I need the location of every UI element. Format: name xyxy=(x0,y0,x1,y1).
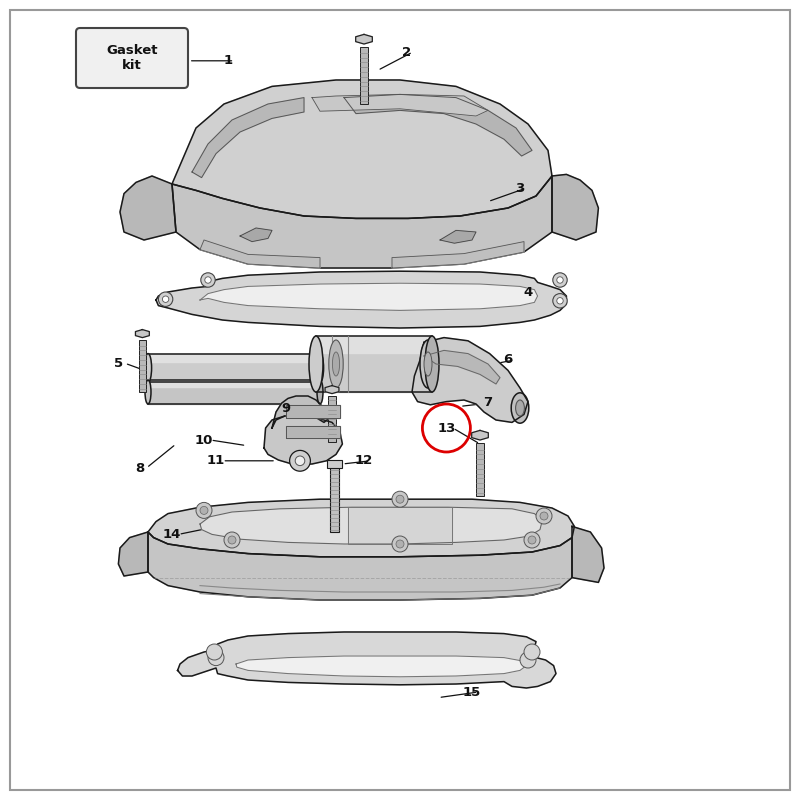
Ellipse shape xyxy=(511,393,529,423)
Ellipse shape xyxy=(329,340,343,388)
Bar xyxy=(330,464,339,532)
FancyBboxPatch shape xyxy=(76,28,188,88)
Text: 14: 14 xyxy=(163,528,181,541)
Polygon shape xyxy=(286,405,340,418)
Polygon shape xyxy=(200,240,320,268)
Circle shape xyxy=(536,508,552,524)
Circle shape xyxy=(208,650,224,666)
Text: 2: 2 xyxy=(402,46,411,58)
Text: 7: 7 xyxy=(483,396,493,409)
Circle shape xyxy=(205,277,211,283)
Ellipse shape xyxy=(317,380,323,404)
Polygon shape xyxy=(472,430,488,440)
Polygon shape xyxy=(264,416,342,464)
Circle shape xyxy=(396,540,404,548)
Polygon shape xyxy=(552,174,598,240)
Text: 4: 4 xyxy=(523,286,533,298)
Bar xyxy=(360,47,368,104)
Text: 11: 11 xyxy=(207,454,225,467)
Text: 12: 12 xyxy=(355,454,373,467)
Circle shape xyxy=(162,296,169,302)
Text: 10: 10 xyxy=(195,434,213,446)
Polygon shape xyxy=(412,338,528,422)
Circle shape xyxy=(396,495,404,503)
Circle shape xyxy=(553,273,567,287)
Circle shape xyxy=(520,652,536,668)
Ellipse shape xyxy=(145,354,152,382)
Polygon shape xyxy=(172,176,552,268)
Text: 8: 8 xyxy=(135,462,145,474)
Polygon shape xyxy=(200,507,542,544)
Polygon shape xyxy=(156,271,566,328)
Polygon shape xyxy=(192,98,304,178)
Ellipse shape xyxy=(309,336,323,392)
Polygon shape xyxy=(272,396,330,428)
Polygon shape xyxy=(348,507,452,544)
Circle shape xyxy=(524,532,540,548)
Circle shape xyxy=(158,292,173,306)
Bar xyxy=(328,396,336,442)
Polygon shape xyxy=(178,632,556,688)
Polygon shape xyxy=(392,242,524,268)
Ellipse shape xyxy=(424,352,432,376)
Polygon shape xyxy=(118,532,148,576)
Ellipse shape xyxy=(516,400,525,416)
Polygon shape xyxy=(440,230,476,243)
Circle shape xyxy=(200,506,208,514)
Circle shape xyxy=(557,298,563,304)
Polygon shape xyxy=(286,426,340,438)
Polygon shape xyxy=(200,283,538,310)
Circle shape xyxy=(392,491,408,507)
Polygon shape xyxy=(172,80,552,218)
Ellipse shape xyxy=(145,380,151,404)
Polygon shape xyxy=(356,34,372,44)
Circle shape xyxy=(224,532,240,548)
Polygon shape xyxy=(572,526,604,582)
Polygon shape xyxy=(312,94,488,116)
Polygon shape xyxy=(148,532,572,600)
Circle shape xyxy=(524,644,540,660)
Circle shape xyxy=(553,294,567,308)
Polygon shape xyxy=(424,350,500,384)
Text: 6: 6 xyxy=(503,354,513,366)
Circle shape xyxy=(201,273,215,287)
Polygon shape xyxy=(344,94,532,156)
Polygon shape xyxy=(135,330,150,338)
Polygon shape xyxy=(236,656,526,677)
Circle shape xyxy=(557,277,563,283)
Text: 5: 5 xyxy=(114,357,123,370)
Ellipse shape xyxy=(316,354,323,382)
Bar xyxy=(139,340,146,392)
Circle shape xyxy=(290,450,310,471)
Circle shape xyxy=(228,536,236,544)
Ellipse shape xyxy=(333,352,340,376)
Polygon shape xyxy=(240,228,272,242)
Text: Gasket
kit: Gasket kit xyxy=(106,44,158,72)
Circle shape xyxy=(540,512,548,520)
Polygon shape xyxy=(325,386,339,394)
Polygon shape xyxy=(148,499,574,557)
Circle shape xyxy=(392,536,408,552)
Circle shape xyxy=(196,502,212,518)
Circle shape xyxy=(206,644,222,660)
Bar xyxy=(327,460,342,468)
Text: 15: 15 xyxy=(463,686,481,698)
Text: 9: 9 xyxy=(282,402,291,414)
Bar xyxy=(476,443,484,496)
Text: 13: 13 xyxy=(438,422,455,434)
Polygon shape xyxy=(120,176,176,240)
Ellipse shape xyxy=(425,336,439,392)
Text: 3: 3 xyxy=(515,182,525,194)
Ellipse shape xyxy=(420,340,436,388)
Circle shape xyxy=(528,536,536,544)
Circle shape xyxy=(295,456,305,466)
Text: 1: 1 xyxy=(223,54,233,67)
